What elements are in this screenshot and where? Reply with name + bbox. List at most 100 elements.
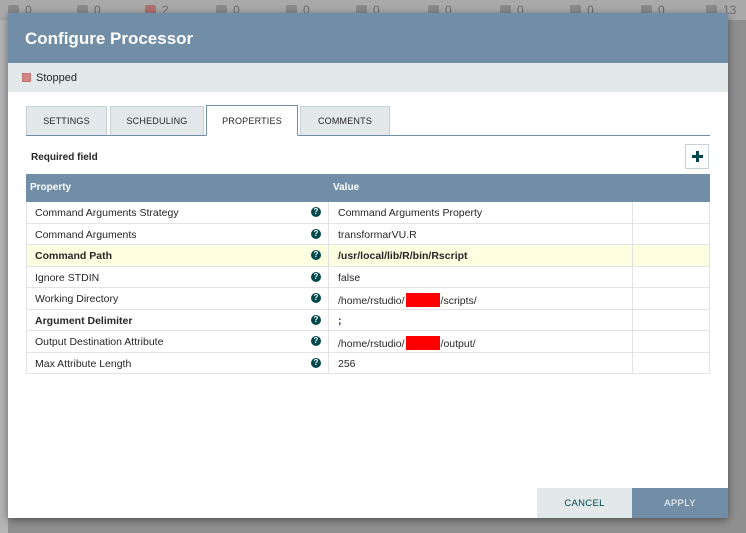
property-value: ; <box>338 314 342 327</box>
property-value: transformarVU.R <box>338 228 417 241</box>
status-label: Stopped <box>36 71 77 84</box>
table-row[interactable]: Working Directory ? /home/rstudio//scrip… <box>26 288 710 310</box>
property-value: 256 <box>338 357 356 370</box>
redaction-box <box>405 293 440 307</box>
bg-stat-10: 0 <box>641 3 665 17</box>
column-header-value: Value <box>333 182 360 193</box>
property-value: /usr/local/lib/R/bin/Rscript <box>338 250 468 262</box>
processor-status: Stopped <box>8 63 728 92</box>
unknown-icon <box>641 4 652 16</box>
property-cell: Output Destination Attribute ? <box>26 331 329 352</box>
help-icon[interactable]: ? <box>311 271 321 282</box>
value-cell[interactable]: false <box>329 266 633 287</box>
property-name: Ignore STDIN <box>35 271 100 284</box>
help-icon[interactable]: ? <box>311 336 321 346</box>
help-icon[interactable]: ? <box>311 293 321 303</box>
value-cell[interactable]: Command Arguments Property <box>329 202 633 223</box>
properties-table: Property Value Command Arguments Strateg… <box>26 174 710 374</box>
help-icon[interactable]: ? <box>311 314 321 325</box>
sync-failure-icon <box>570 4 581 16</box>
disabled-icon <box>286 4 297 16</box>
property-value: Command Arguments Property <box>338 207 483 219</box>
bg-stat-1: 0 <box>8 3 32 17</box>
help-icon[interactable]: ? <box>311 228 321 239</box>
dialog-footer: CANCEL APPLY <box>537 488 728 518</box>
property-name: Command Path <box>35 250 113 262</box>
actions-cell <box>633 288 710 309</box>
transmitting-icon <box>8 4 19 16</box>
property-cell: Command Arguments ? <box>26 223 329 244</box>
table-row-selected[interactable]: Command Path ? /usr/local/lib/R/bin/Rscr… <box>26 245 710 267</box>
property-cell: Argument Delimiter ? <box>26 309 329 330</box>
tab-bar: SETTINGS SCHEDULING PROPERTIES COMMENTS <box>26 105 710 136</box>
help-icon[interactable]: ? <box>311 250 321 260</box>
bg-stat-5: 0 <box>286 3 310 17</box>
table-row[interactable]: Argument Delimiter ? ; <box>26 309 710 331</box>
required-field-legend: Required field <box>31 152 98 163</box>
property-value: false <box>338 271 361 284</box>
bg-stat-4: 0 <box>216 3 240 17</box>
actions-cell <box>633 202 710 223</box>
help-icon[interactable]: ? <box>311 207 321 217</box>
actions-cell <box>633 266 710 287</box>
tab-scheduling[interactable]: SCHEDULING <box>110 106 204 135</box>
value-cell[interactable]: ; <box>329 309 633 330</box>
plus-icon <box>691 151 703 162</box>
bg-stat-8: 0 <box>500 3 524 17</box>
add-property-button[interactable] <box>685 144 709 169</box>
cancel-button[interactable]: CANCEL <box>537 488 632 518</box>
bg-stat-3: 2 <box>145 3 169 17</box>
running-icon <box>77 4 88 16</box>
actions-cell <box>633 309 710 330</box>
property-name: Working Directory <box>35 293 119 305</box>
stopped-icon <box>145 4 156 16</box>
property-cell: Working Directory ? <box>26 288 329 309</box>
tab-comments[interactable]: COMMENTS <box>300 106 390 135</box>
refresh-icon <box>706 4 717 16</box>
tab-properties[interactable]: PROPERTIES <box>206 105 298 136</box>
invalid-icon <box>216 4 227 16</box>
value-cell[interactable]: transformarVU.R <box>329 223 633 244</box>
apply-button[interactable]: APPLY <box>632 488 728 518</box>
property-name: Command Arguments <box>35 228 137 241</box>
column-header-property: Property <box>30 182 72 193</box>
actions-cell <box>633 223 710 244</box>
value-cell[interactable]: /usr/local/lib/R/bin/Rscript <box>329 245 633 266</box>
property-cell: Ignore STDIN ? <box>26 266 329 287</box>
table-row[interactable]: Command Arguments ? transformarVU.R <box>26 223 710 245</box>
help-icon[interactable]: ? <box>311 357 321 368</box>
table-row[interactable]: Command Arguments Strategy ? Command Arg… <box>26 202 710 224</box>
table-row[interactable]: Max Attribute Length ? 256 <box>26 352 710 374</box>
table-header: Property Value <box>26 174 710 202</box>
table-row[interactable]: Ignore STDIN ? false <box>26 266 710 288</box>
property-value: /home/rstudio//scripts/ <box>338 293 477 307</box>
property-cell: Command Arguments Strategy ? <box>26 202 329 223</box>
property-value: /home/rstudio//output/ <box>338 336 476 350</box>
property-cell: Command Path ? <box>26 245 329 266</box>
property-name: Output Destination Attribute <box>35 336 164 348</box>
stale-icon <box>500 4 511 16</box>
property-name: Max Attribute Length <box>35 357 132 370</box>
bg-stat-2: 0 <box>77 3 101 17</box>
property-cell: Max Attribute Length ? <box>26 352 329 373</box>
bg-stat-7: 0 <box>428 3 452 17</box>
configure-processor-dialog: Configure Processor Stopped SETTINGS SCH… <box>8 13 728 518</box>
table-row[interactable]: Output Destination Attribute ? /home/rst… <box>26 331 710 353</box>
value-cell[interactable]: /home/rstudio//output/ <box>329 331 633 352</box>
redaction-box <box>405 336 440 350</box>
property-name: Argument Delimiter <box>35 314 133 327</box>
value-cell[interactable]: 256 <box>329 352 633 373</box>
background-canvas-edge <box>0 20 8 533</box>
actions-cell <box>633 245 710 266</box>
locally-modified-icon <box>428 4 439 16</box>
bg-stat-6: 0 <box>356 3 380 17</box>
value-cell[interactable]: /home/rstudio//scripts/ <box>329 288 633 309</box>
tab-settings[interactable]: SETTINGS <box>26 106 107 135</box>
up-to-date-icon <box>356 4 367 16</box>
actions-cell <box>633 331 710 352</box>
dialog-title: Configure Processor <box>8 13 728 63</box>
stopped-icon <box>22 73 31 82</box>
property-name: Command Arguments Strategy <box>35 207 179 219</box>
bg-stat-9: 0 <box>570 3 594 17</box>
actions-cell <box>633 352 710 373</box>
